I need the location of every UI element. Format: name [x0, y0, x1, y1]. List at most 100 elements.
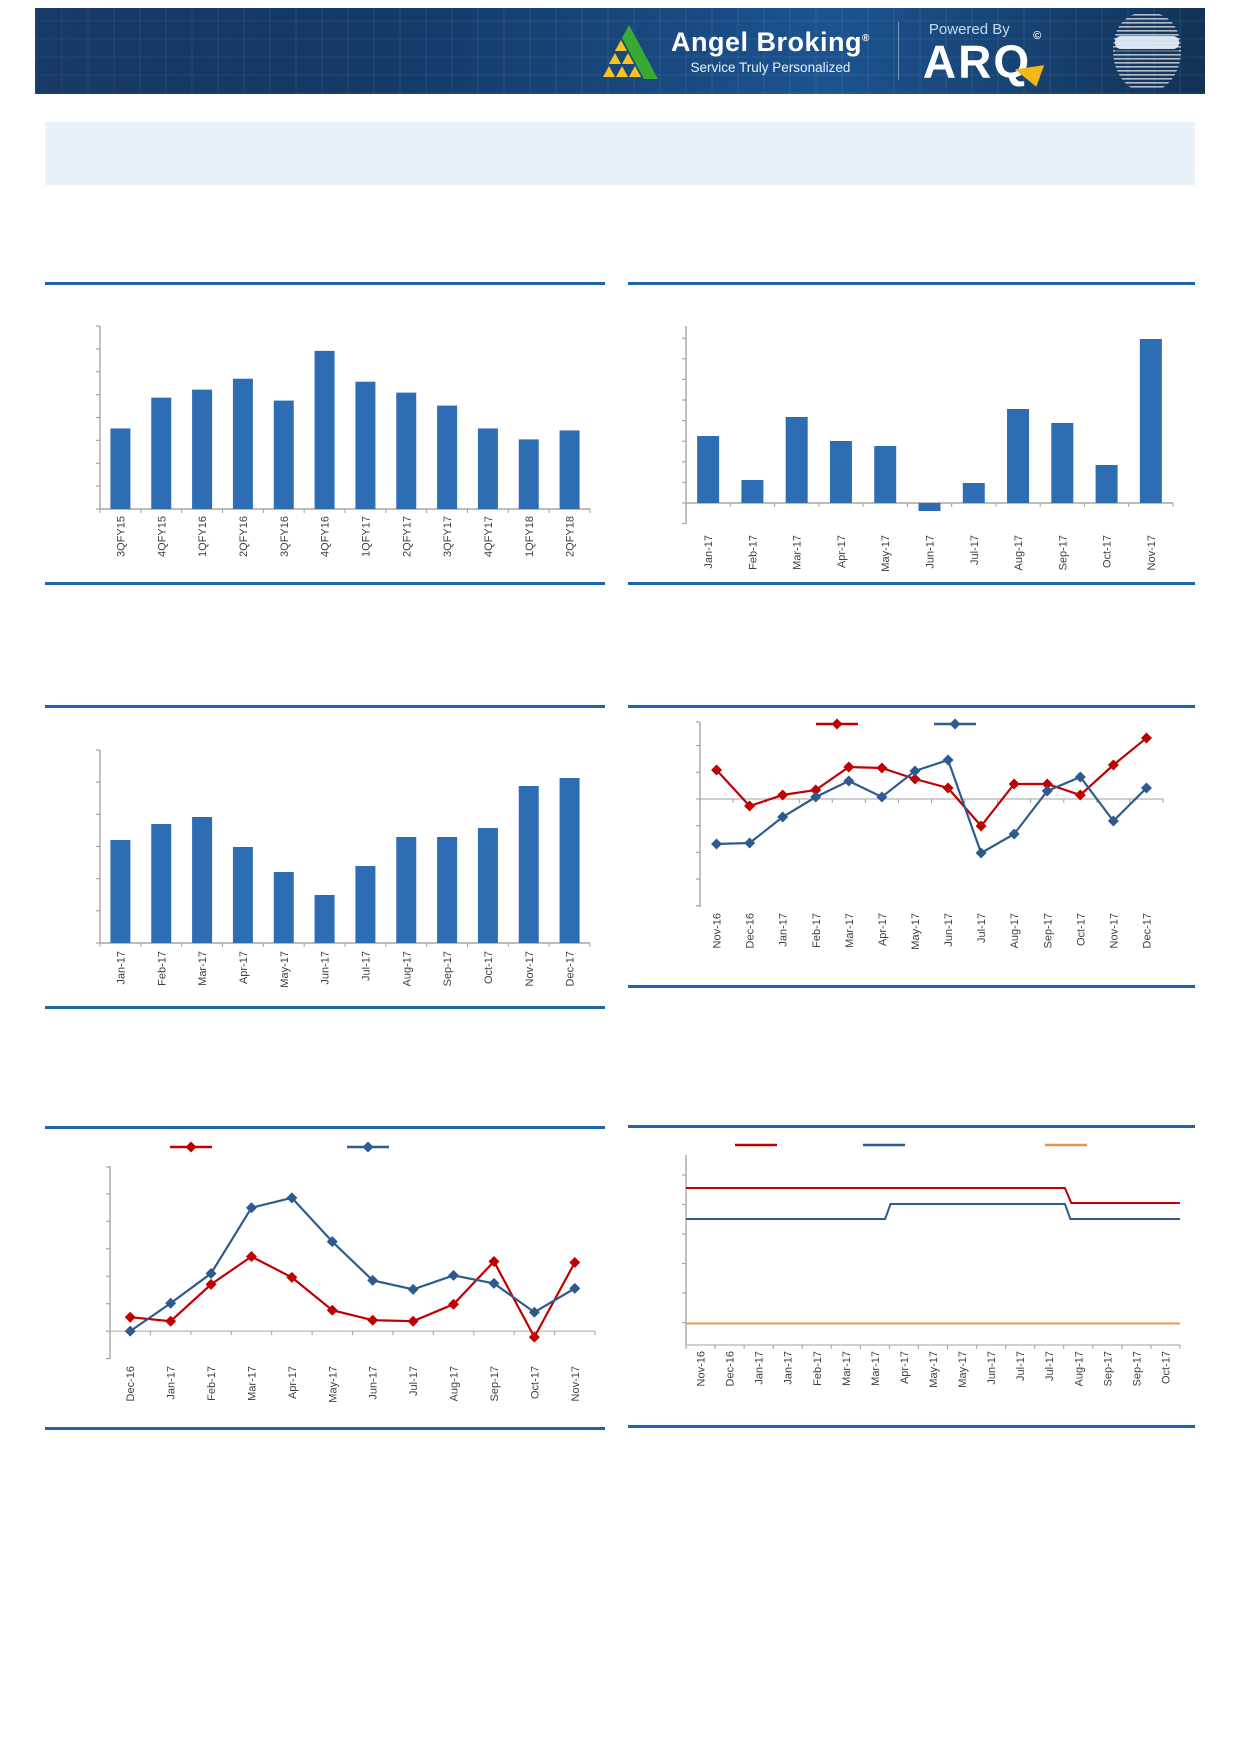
svg-text:3QFY16: 3QFY16: [279, 516, 291, 557]
svg-text:Jul-17: Jul-17: [969, 535, 981, 565]
svg-text:Apr-17: Apr-17: [877, 913, 889, 946]
chart-dual-line-b-plot: Dec-16 Jan-17 Feb-17 Mar-17 Apr-17 May-17 Jun-…: [106, 1141, 596, 1403]
chart-step-lines-plot: Nov-16 Dec-16 Jan-17 Jan-17 Feb-17 Mar-17 Mar-…: [682, 1143, 1181, 1388]
svg-text:Jun-17: Jun-17: [943, 913, 955, 947]
svg-text:Aug-17: Aug-17: [401, 951, 413, 986]
brand-tagline: Service Truly Personalized: [690, 60, 851, 75]
svg-text:Jan-17: Jan-17: [778, 913, 790, 947]
chart-dual-line-a: Nov-16 Dec-16 Jan-17 Feb-17 Mar-17 Apr-17 May-…: [628, 705, 1195, 988]
svg-text:4QFY17: 4QFY17: [483, 516, 495, 557]
svg-text:4QFY15: 4QFY15: [156, 516, 168, 557]
arq-logo: Powered By ARQ ©: [922, 20, 1045, 88]
chart-step-lines: Nov-16 Dec-16 Jan-17 Jan-17 Feb-17 Mar-17 Mar-…: [628, 1125, 1195, 1428]
svg-text:Mar-17: Mar-17: [844, 913, 856, 948]
svg-text:Sep-17: Sep-17: [1102, 1351, 1114, 1386]
svg-text:Dec-16: Dec-16: [725, 1351, 737, 1386]
svg-text:May-17: May-17: [279, 951, 291, 988]
svg-text:Nov-17: Nov-17: [524, 951, 536, 986]
chart-dual-line-b: Dec-16 Jan-17 Feb-17 Mar-17 Apr-17 May-17 Jun-…: [45, 1126, 605, 1430]
svg-text:Dec-16: Dec-16: [125, 1366, 137, 1401]
svg-text:Nov-16: Nov-16: [696, 1351, 708, 1386]
svg-text:Jun-17: Jun-17: [925, 535, 937, 569]
svg-text:Mar-17: Mar-17: [246, 1366, 258, 1401]
svg-text:Aug-17: Aug-17: [1009, 913, 1021, 948]
svg-text:Oct-17: Oct-17: [1160, 1351, 1172, 1384]
brand-block: Angel Broking® Service Truly Personalize…: [671, 27, 870, 75]
svg-text:Jun-17: Jun-17: [368, 1366, 380, 1400]
svg-text:Apr-17: Apr-17: [899, 1351, 911, 1384]
svg-text:May-17: May-17: [327, 1366, 339, 1403]
chart-quarterly-bar: 3QFY15 4QFY15 1QFY16 2QFY16 3QFY16 4QFY16 1QFY…: [45, 282, 605, 585]
svg-text:Oct-17: Oct-17: [483, 951, 495, 984]
svg-text:Jul-17: Jul-17: [408, 1366, 420, 1396]
svg-text:Jan-17: Jan-17: [703, 535, 715, 569]
registered-mark: ®: [862, 33, 870, 44]
svg-text:2QFY17: 2QFY17: [401, 516, 413, 557]
svg-text:Oct-17: Oct-17: [1102, 535, 1114, 568]
svg-text:Sep-17: Sep-17: [442, 951, 454, 986]
chart-monthly-bar-b-plot: Jan-17 Feb-17 Mar-17 Apr-17 May-17 Jun-17 Jul-…: [96, 749, 591, 988]
svg-text:May-17: May-17: [957, 1351, 969, 1388]
svg-text:2QFY18: 2QFY18: [565, 516, 577, 557]
brand-name: Angel Broking®: [671, 27, 870, 57]
svg-text:3QFY17: 3QFY17: [442, 516, 454, 557]
arq-wordmark: ARQ ©: [922, 29, 1045, 88]
svg-text:Jan-17: Jan-17: [115, 951, 127, 985]
svg-text:Dec-16: Dec-16: [745, 913, 757, 948]
angel-broking-triangle-icon: [603, 25, 658, 79]
svg-text:Jul-17: Jul-17: [976, 913, 988, 943]
svg-text:2QFY16: 2QFY16: [238, 516, 250, 557]
title-banner: [45, 122, 1195, 185]
chart-dual-line-a-plot: Nov-16 Dec-16 Jan-17 Feb-17 Mar-17 Apr-17 May-…: [696, 718, 1164, 950]
svg-text:Jun-17: Jun-17: [986, 1351, 998, 1385]
svg-text:Oct-17: Oct-17: [1075, 913, 1087, 946]
svg-text:Jan-17: Jan-17: [166, 1366, 178, 1400]
svg-text:Jul-17: Jul-17: [360, 951, 372, 981]
svg-text:Dec-17: Dec-17: [1141, 913, 1153, 948]
chart-monthly-bar-a: Jan-17 Feb-17 Mar-17 Apr-17 May-17 Jun-17 Jul-…: [628, 282, 1195, 585]
angel-broking-logo: Angel Broking® Service Truly Personalize…: [595, 22, 870, 80]
svg-text:Sep-17: Sep-17: [1057, 535, 1069, 570]
svg-text:1QFY18: 1QFY18: [524, 516, 536, 557]
svg-text:May-17: May-17: [880, 535, 892, 572]
svg-text:Feb-17: Feb-17: [747, 535, 759, 570]
report-header: Angel Broking® Service Truly Personalize…: [35, 8, 1205, 94]
svg-text:Jan-17: Jan-17: [754, 1351, 766, 1385]
chart-monthly-bar-b: Jan-17 Feb-17 Mar-17 Apr-17 May-17 Jun-17 Jul-…: [45, 705, 605, 1009]
svg-text:Nov-17: Nov-17: [570, 1366, 582, 1401]
svg-text:Sep-17: Sep-17: [1042, 913, 1054, 948]
svg-text:Nov-17: Nov-17: [1146, 535, 1158, 570]
svg-text:May-17: May-17: [910, 913, 922, 950]
svg-text:Feb-17: Feb-17: [156, 951, 168, 986]
svg-text:Feb-17: Feb-17: [811, 913, 823, 948]
svg-text:Jul-17: Jul-17: [1044, 1351, 1056, 1381]
svg-text:Nov-16: Nov-16: [712, 913, 724, 948]
svg-text:Apr-17: Apr-17: [238, 951, 250, 984]
svg-text:Aug-17: Aug-17: [1073, 1351, 1085, 1386]
svg-text:Jun-17: Jun-17: [320, 951, 332, 985]
svg-text:May-17: May-17: [928, 1351, 940, 1388]
chart-quarterly-bar-plot: 3QFY15 4QFY15 1QFY16 2QFY16 3QFY16 4QFY16 1QFY…: [96, 325, 591, 557]
svg-text:Sep-17: Sep-17: [489, 1366, 501, 1401]
svg-text:3QFY15: 3QFY15: [115, 516, 127, 557]
header-divider: [897, 22, 899, 80]
svg-text:Mar-17: Mar-17: [870, 1351, 882, 1386]
svg-text:Apr-17: Apr-17: [287, 1366, 299, 1399]
digital-head-icon: [1113, 12, 1181, 90]
svg-text:Oct-17: Oct-17: [529, 1366, 541, 1399]
svg-text:Feb-17: Feb-17: [206, 1366, 218, 1401]
svg-text:Jul-17: Jul-17: [1015, 1351, 1027, 1381]
svg-text:Apr-17: Apr-17: [836, 535, 848, 568]
svg-text:Jan-17: Jan-17: [783, 1351, 795, 1385]
svg-text:Mar-17: Mar-17: [197, 951, 209, 986]
powered-by-label: Powered By: [928, 20, 1010, 38]
svg-text:Aug-17: Aug-17: [1013, 535, 1025, 570]
svg-text:Mar-17: Mar-17: [841, 1351, 853, 1386]
svg-text:Nov-17: Nov-17: [1108, 913, 1120, 948]
svg-text:Feb-17: Feb-17: [812, 1351, 824, 1386]
svg-text:Dec-17: Dec-17: [565, 951, 577, 986]
copyright-mark: ©: [1033, 29, 1044, 42]
svg-text:Aug-17: Aug-17: [449, 1366, 461, 1401]
svg-text:4QFY16: 4QFY16: [320, 516, 332, 557]
